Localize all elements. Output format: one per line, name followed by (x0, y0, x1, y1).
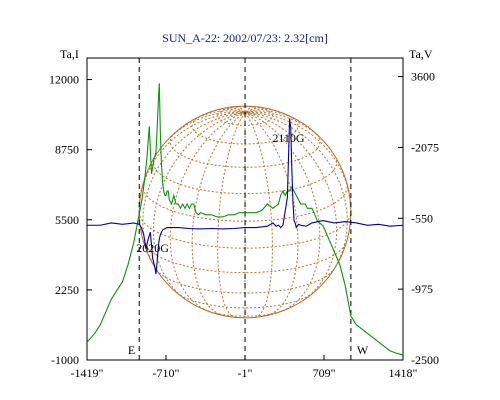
right-tick-label: -550 (411, 211, 433, 225)
right-tick-label: 3600 (411, 70, 435, 84)
limb-label: W (357, 343, 369, 357)
peak-annotation: 2110G (272, 131, 305, 145)
disk-meridian (217, 112, 246, 318)
left-tick-label: 12000 (49, 73, 79, 87)
disk-meridian (244, 110, 300, 122)
x-tick-label: 1418" (389, 366, 418, 380)
disk-meridian (245, 111, 329, 147)
disk-meridian (244, 112, 299, 317)
left-axis-ticks: -1000 2250 5500 8750 12000 (49, 73, 92, 367)
x-tick-label: -1419" (71, 366, 104, 380)
disk-meridian (244, 112, 321, 312)
limb-label: E (128, 343, 135, 357)
disk-meridian (210, 108, 246, 114)
left-tick-label: 8750 (55, 143, 79, 157)
left-tick-label: 5500 (55, 213, 79, 227)
disk-meridian (244, 112, 273, 318)
disk-meridian (226, 107, 246, 114)
disk-meridian (244, 106, 254, 113)
right-tick-label: -975 (411, 282, 433, 296)
disk-parallel (138, 211, 352, 249)
disk-meridian (138, 112, 246, 213)
disk-parallel (142, 241, 348, 274)
annotations-layer: 2110G 2020G (136, 131, 305, 255)
x-tick-label: -710" (153, 366, 180, 380)
disk-meridian (244, 107, 265, 114)
disk-meridian (244, 112, 338, 304)
disk-meridian (161, 111, 246, 147)
x-tick-label: 709" (313, 366, 336, 380)
disk-meridian (190, 110, 246, 122)
disk-meridian (245, 112, 352, 213)
left-tick-label: 2250 (55, 283, 79, 297)
series-layer (86, 83, 404, 356)
x-tick-label: -1" (237, 366, 252, 380)
right-tick-label: -2500 (411, 353, 439, 367)
right-tick-label: -2075 (411, 140, 439, 154)
series-line-v (87, 118, 404, 275)
disk-meridian (236, 106, 246, 113)
right-axis-ticks: -2500 -975 -550 -2075 3600 (398, 70, 439, 367)
x-axis-ticks: -1419" -710" -1" 709" 1418" (71, 355, 418, 380)
chart-title: SUN_A-22: 2002/07/23: 2.32[cm] (162, 31, 328, 45)
peak-annotation: 2020G (136, 241, 169, 255)
disk-meridian (191, 112, 246, 317)
right-axis-title: Ta,V (409, 47, 433, 61)
disk-meridian (244, 108, 280, 114)
disk-meridian (152, 112, 246, 304)
left-tick-label: -1000 (51, 353, 79, 367)
disk-meridian (169, 112, 246, 312)
left-axis-title: Ta,I (60, 47, 79, 61)
